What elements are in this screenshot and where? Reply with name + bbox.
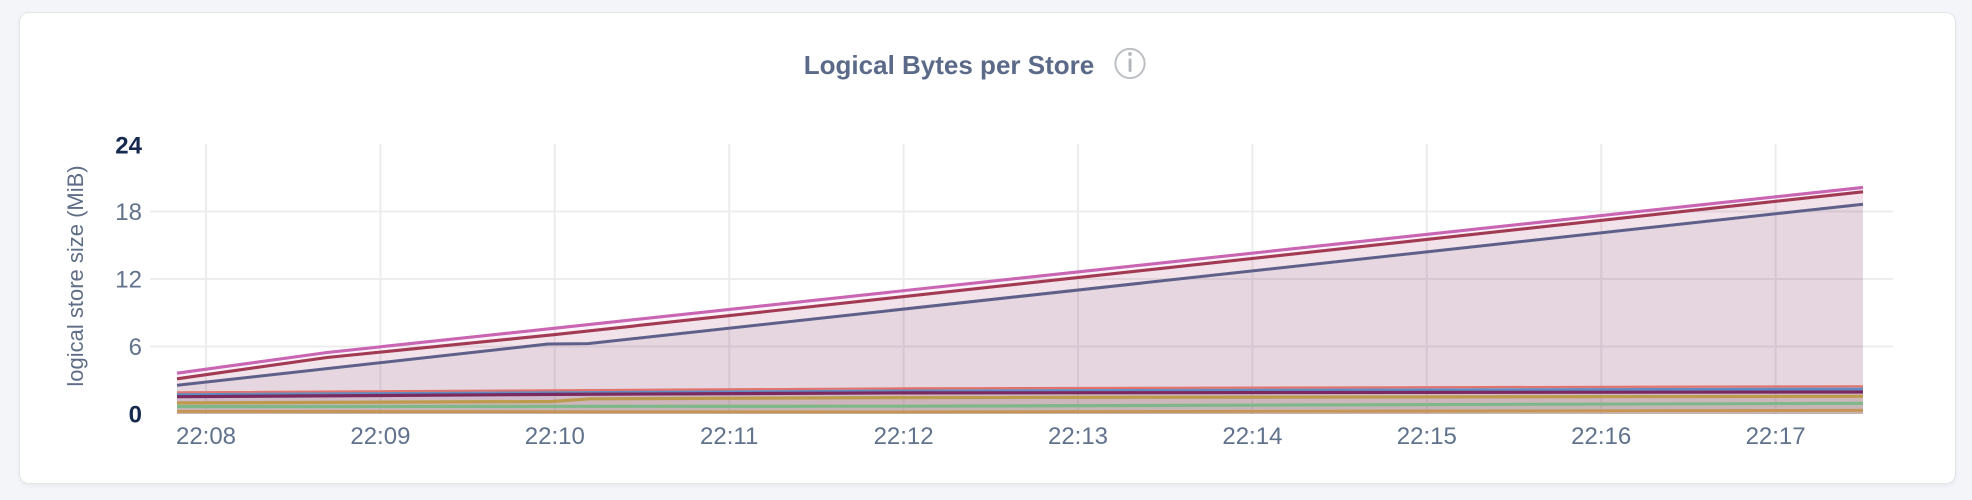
- svg-text:22:14: 22:14: [1222, 423, 1282, 450]
- svg-text:22:17: 22:17: [1746, 423, 1806, 450]
- svg-text:logical store size (MiB): logical store size (MiB): [63, 165, 88, 386]
- svg-text:22:08: 22:08: [176, 423, 236, 450]
- svg-text:24: 24: [115, 133, 142, 160]
- svg-text:22:13: 22:13: [1048, 423, 1108, 450]
- svg-text:18: 18: [115, 199, 142, 226]
- svg-text:22:10: 22:10: [525, 423, 585, 450]
- svg-text:6: 6: [129, 334, 142, 361]
- svg-text:0: 0: [129, 402, 142, 429]
- svg-text:22:11: 22:11: [700, 423, 758, 450]
- svg-text:22:12: 22:12: [874, 423, 934, 450]
- svg-text:22:09: 22:09: [350, 423, 410, 450]
- svg-text:12: 12: [115, 267, 142, 294]
- svg-text:22:16: 22:16: [1571, 423, 1631, 450]
- svg-text:22:15: 22:15: [1397, 423, 1457, 450]
